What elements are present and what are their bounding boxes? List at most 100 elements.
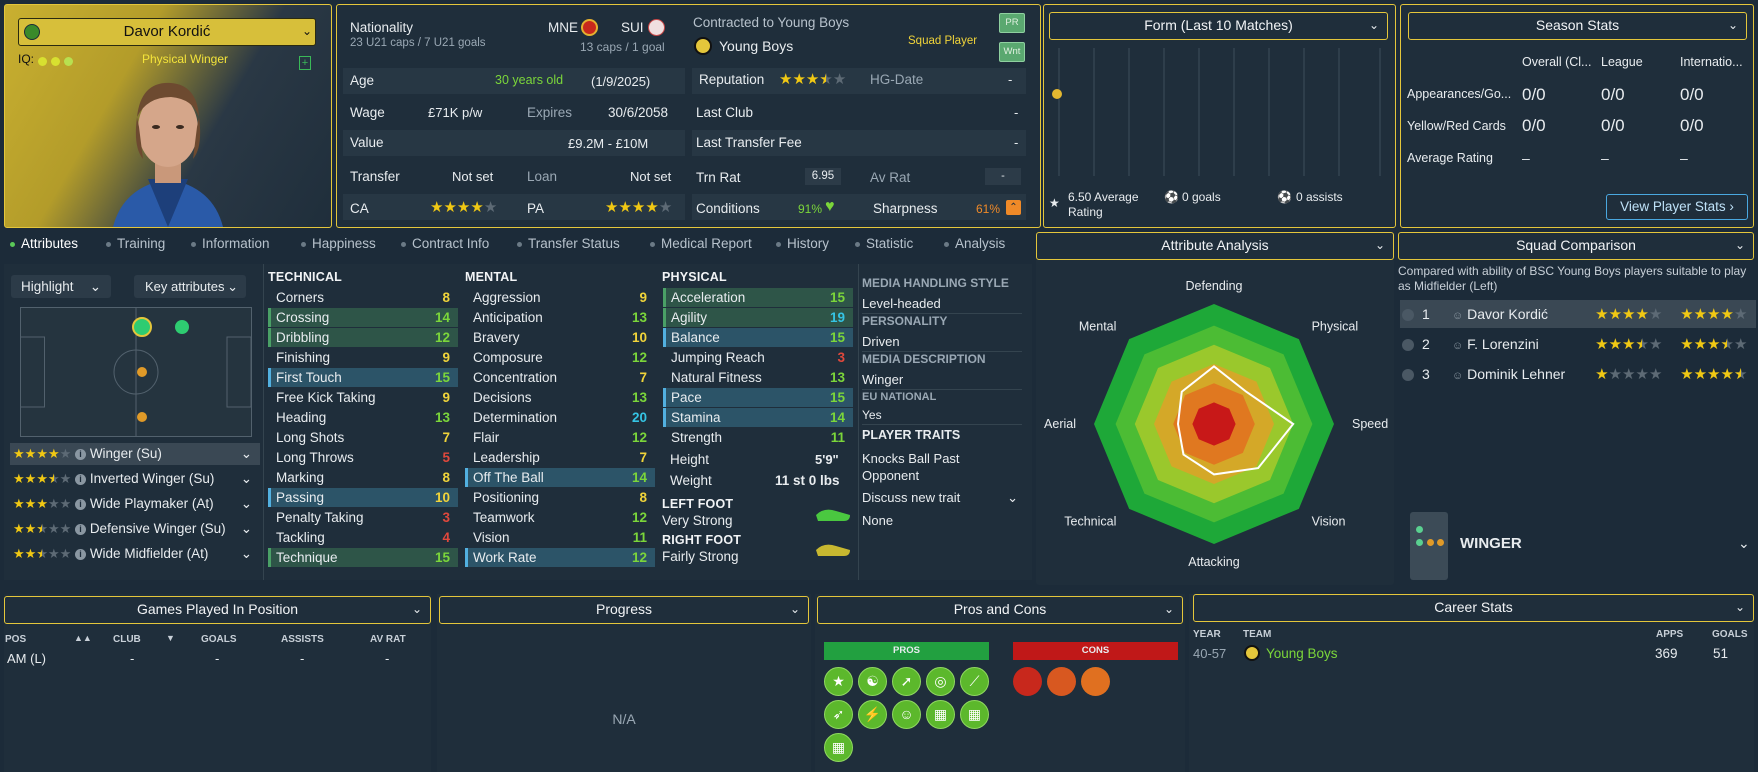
pro-icon[interactable]: ⚡ [858,700,887,729]
squad-comparison-dropdown[interactable]: Squad Comparison ⌄ [1398,232,1754,260]
season-dropdown[interactable]: Season Stats ⌄ [1408,12,1747,40]
pro-icon[interactable]: ▦ [960,700,989,729]
career-team[interactable]: Young Boys [1266,646,1338,661]
season-value: 0/0 [1680,85,1704,104]
con-icon[interactable] [1081,667,1110,696]
attribute-name: Anticipation [473,310,543,325]
pro-icon[interactable]: ➶ [824,700,853,729]
con-icon[interactable] [1013,667,1042,696]
radio-icon[interactable] [1402,309,1414,322]
person-icon: ☺ [1452,340,1464,352]
attribute-name: Long Shots [276,430,345,445]
info-icon[interactable]: i [75,473,87,485]
attribute-row: Technique 15 [268,548,458,567]
nation1-code[interactable]: MNE [548,20,578,35]
attribute-value: 13 [829,370,845,385]
season-panel [1400,4,1754,228]
radio-icon[interactable] [1402,369,1414,382]
role-stars: ★★★★★★ [13,546,72,561]
position-marker-other [137,367,147,377]
key-attributes-dropdown[interactable]: Key attributes ⌄ [134,275,246,298]
view-player-stats-button[interactable]: View Player Stats › [1606,194,1748,220]
games-cell-pos: AM (L) [7,651,46,666]
tab-happiness[interactable]: Happiness [301,236,376,251]
add-icon[interactable]: + [299,56,311,70]
player-role-title: Physical Winger [142,52,229,66]
pro-icon[interactable]: ⟋ [960,667,989,696]
attribute-row: Strength 11 [663,428,853,447]
attribute-value: 12 [631,430,647,445]
tab-statistic[interactable]: Statistic [855,236,913,251]
role-row[interactable]: ★★★★★★ i Inverted Winger (Su) ⌄ [10,468,260,490]
pr-badge[interactable]: PR [999,13,1025,33]
pro-icon[interactable]: ▦ [824,733,853,762]
role-row[interactable]: ★★★★★★ i Defensive Winger (Su) ⌄ [10,518,260,540]
pro-icon[interactable]: ★ [824,667,853,696]
wnt-badge[interactable]: Wnt [999,42,1025,62]
career-dropdown[interactable]: Career Stats ⌄ [1193,594,1754,622]
role-row[interactable]: ★★★★★★ i Wide Midfielder (At) ⌄ [10,543,260,565]
attribute-name: Corners [276,290,325,305]
club-name[interactable]: Young Boys [719,38,794,54]
tab-contract-info[interactable]: Contract Info [401,236,489,251]
games-col-assists: ASSISTS [281,634,324,645]
info-icon[interactable]: i [75,498,87,510]
squad-row[interactable]: 1 ☺ Davor Kordić ★★★★★ ★★★★★ [1400,300,1756,328]
info-icon[interactable]: i [75,523,87,535]
discuss-trait-dropdown[interactable]: Discuss new trait ⌄ [862,490,1022,505]
form-dropdown[interactable]: Form (Last 10 Matches) ⌄ [1049,12,1388,40]
sort-icon[interactable]: ▼ [166,633,175,643]
chevron-down-icon[interactable]: ⌄ [1738,535,1750,551]
contract-label: Contracted to Young Boys [693,15,850,30]
squad-row[interactable]: 2 ☺ F. Lorenzini ★★★★★★ ★★★★★★ [1400,330,1756,358]
attribute-name: Decisions [473,390,532,405]
tab-transfer-status[interactable]: Transfer Status [517,236,620,251]
chevron-down-icon: ⌄ [240,521,252,536]
lastfee-row [692,130,1026,156]
squad-row[interactable]: 3☺ Dominik Lehner★★★★★★★★★★★ [1400,360,1756,388]
games-dropdown[interactable]: Games Played In Position ⌄ [4,596,431,624]
role-row[interactable]: ★★★★★ i Wide Playmaker (At) ⌄ [10,493,260,515]
radio-icon[interactable] [1402,339,1414,352]
sort-icon[interactable]: ▲▲ [74,633,92,643]
attribute-value: 7 [639,450,647,465]
position-icon [1410,512,1448,580]
conditions-label: Conditions [696,201,760,216]
heart-icon: ♥ [825,198,835,215]
squad-player-name[interactable]: F. Lorenzini [1467,336,1539,352]
pro-icon[interactable]: ◎ [926,667,955,696]
attribute-analysis-dropdown[interactable]: Attribute Analysis ⌄ [1036,232,1394,260]
tab-information[interactable]: Information [191,236,270,251]
media-style-value: Level-headed [862,296,941,311]
tab-attributes[interactable]: Attributes [10,236,78,251]
progress-dropdown[interactable]: Progress ⌄ [439,596,809,624]
tab-analysis[interactable]: Analysis [944,236,1005,251]
con-icon[interactable] [1047,667,1076,696]
chevron-down-icon: ⌄ [89,279,101,294]
squad-player-name[interactable]: Davor Kordić [1467,306,1549,322]
squad-player-name[interactable]: Dominik Lehner [1467,366,1566,382]
pro-icon[interactable]: ➚ [892,667,921,696]
attribute-row: Finishing 9 [268,348,458,367]
pro-icon[interactable]: ▦ [926,700,955,729]
highlight-dropdown[interactable]: Highlight ⌄ [11,275,111,298]
value-value: £9.2M - £10M [568,136,649,151]
pro-icon[interactable]: ☺ [892,700,921,729]
info-icon[interactable]: i [75,448,87,460]
role-row[interactable]: ★★★★★ i Winger (Su) ⌄ [10,443,260,465]
nation2-caps: 13 caps / 1 goal [580,40,665,54]
player-name-select[interactable] [18,18,316,46]
info-icon[interactable]: i [75,548,87,560]
radar-chart: Defending Physical Speed Vision Attacking Tec… [1044,279,1388,569]
nation2-code[interactable]: SUI [621,20,644,35]
pro-icon[interactable]: ☯ [858,667,887,696]
tab-history[interactable]: History [776,236,829,251]
tab-medical-report[interactable]: Medical Report [650,236,752,251]
divider [862,424,1022,425]
club-badge-icon [694,37,712,55]
tab-training[interactable]: Training [106,236,165,251]
lastfee-label: Last Transfer Fee [696,135,802,150]
pros-cons-dropdown[interactable]: Pros and Cons ⌄ [817,596,1183,624]
personality-label: PERSONALITY [862,314,948,328]
role-name: Defensive Winger (Su) [89,521,226,536]
